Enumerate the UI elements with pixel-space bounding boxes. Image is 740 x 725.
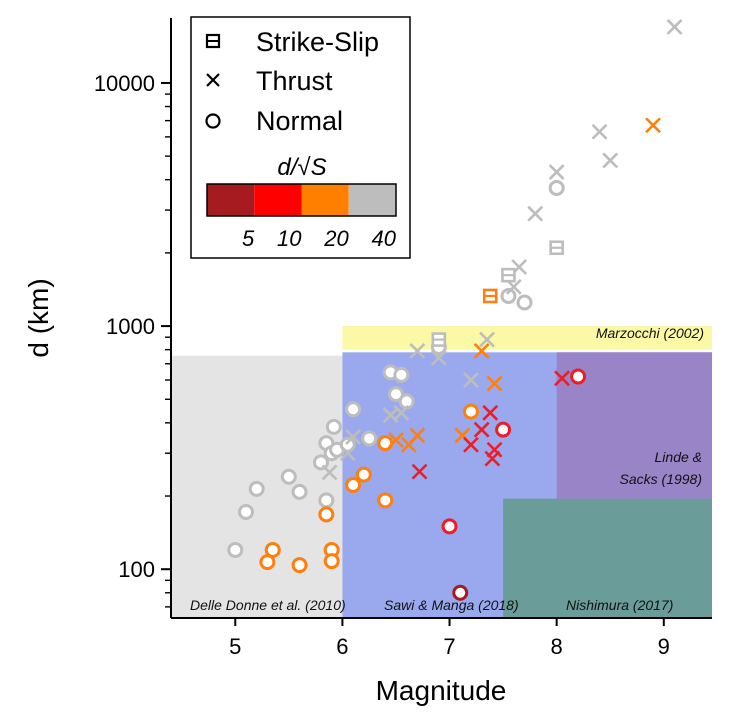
data-point-thrust xyxy=(482,404,499,421)
data-point-thrust xyxy=(479,331,495,348)
colorbar-swatch xyxy=(254,184,302,216)
data-point-thrust xyxy=(666,19,683,35)
x-ticks-layer: 5 6 7 8 9 xyxy=(229,618,670,659)
x-tick-label: 5 xyxy=(229,634,241,659)
colorbar-swatch xyxy=(301,184,349,216)
data-point-normal xyxy=(291,483,308,500)
data-point-normal xyxy=(355,466,372,483)
data-point-normal xyxy=(237,503,254,520)
colorbar-swatch xyxy=(348,184,396,216)
data-point-normal xyxy=(570,368,587,385)
legend-label-normal: Normal xyxy=(256,106,343,136)
data-point-normal xyxy=(339,436,356,453)
data-point-thrust xyxy=(339,445,356,462)
data-point-thrust xyxy=(473,343,490,359)
data-point-thrust xyxy=(345,429,362,445)
data-point-normal xyxy=(495,421,512,438)
data-point-normal xyxy=(462,403,479,420)
x-tick-label: 6 xyxy=(336,634,348,659)
data-point-thrust xyxy=(409,343,426,359)
legend-circle-icon xyxy=(205,113,221,129)
region-label-sawi-manga: Sawi & Manga (2018) xyxy=(384,597,519,613)
data-point-thrust xyxy=(602,152,619,169)
legend-square-icon xyxy=(205,33,221,49)
data-point-normal xyxy=(325,418,342,435)
y-tick-label: 10000 xyxy=(94,71,155,96)
region-label-delle-donne: Delle Donne et al. (2010) xyxy=(190,597,346,613)
data-point-thrust xyxy=(463,372,479,388)
data-point-normal xyxy=(441,518,458,535)
axes-layer xyxy=(170,18,712,619)
data-point-thrust xyxy=(473,421,490,438)
data-point-normal xyxy=(393,366,410,383)
legend-label-strike-slip: Strike-Slip xyxy=(256,27,379,57)
region-labels-layer: Delle Donne et al. (2010) Sawi & Manga (… xyxy=(190,325,704,613)
colorbar-tick-label: 5 xyxy=(242,226,255,251)
data-point-normal xyxy=(318,492,335,509)
data-point-thrust xyxy=(388,432,404,448)
region-4 xyxy=(503,498,712,618)
colorbar-title: d/√S xyxy=(277,154,326,181)
data-point-thrust xyxy=(548,164,565,180)
x-tick-label: 7 xyxy=(443,634,455,659)
data-point-strike-slip xyxy=(431,332,447,347)
y-axis-title: d (km) xyxy=(23,278,54,357)
regions-layer xyxy=(171,326,712,618)
data-point-thrust xyxy=(411,463,428,480)
legend-label-thrust: Thrust xyxy=(256,66,333,96)
legend-cross-icon xyxy=(206,73,220,87)
region-label-linde-line2: Sacks (1998) xyxy=(620,471,702,487)
legend-box xyxy=(190,16,411,259)
data-point-thrust xyxy=(430,349,447,366)
data-point-normal xyxy=(280,468,297,485)
points-layer xyxy=(227,19,683,601)
data-point-normal xyxy=(387,386,404,403)
data-point-normal xyxy=(345,477,362,494)
data-point-thrust xyxy=(591,123,608,140)
colorbar xyxy=(206,183,397,217)
x-axis-title: Magnitude xyxy=(376,675,507,706)
data-point-normal xyxy=(452,584,469,601)
y-tick-label: 1000 xyxy=(106,314,155,339)
data-point-normal xyxy=(323,553,340,570)
data-point-thrust xyxy=(409,427,426,444)
data-point-normal xyxy=(318,506,335,523)
data-point-thrust xyxy=(486,375,503,392)
region-label-marzocchi: Marzocchi (2002) xyxy=(596,325,704,341)
data-point-thrust xyxy=(484,450,501,467)
x-tick-label: 8 xyxy=(551,634,563,659)
y-tick-label: 100 xyxy=(118,557,155,582)
data-point-thrust xyxy=(554,370,570,387)
data-point-normal xyxy=(264,541,281,558)
y-ticks-layer: 100 1000 10000 xyxy=(94,71,171,608)
colorbar-tick-label: 40 xyxy=(372,226,397,251)
data-point-normal xyxy=(500,287,517,304)
region-label-nishimura: Nishimura (2017) xyxy=(566,597,673,613)
data-point-thrust xyxy=(321,464,338,481)
data-point-strike-slip xyxy=(482,288,498,304)
colorbar-swatch xyxy=(207,184,255,216)
x-tick-label: 9 xyxy=(658,634,670,659)
data-point-thrust xyxy=(645,117,661,134)
colorbar-tick-label: 10 xyxy=(277,226,302,251)
data-point-normal xyxy=(377,492,394,509)
data-point-normal xyxy=(345,401,362,418)
data-point-strike-slip xyxy=(501,267,516,283)
data-point-normal xyxy=(227,541,244,558)
data-point-normal xyxy=(548,179,565,196)
data-point-thrust xyxy=(393,404,410,421)
data-point-normal xyxy=(361,430,378,447)
region-label-linde-line1: Linde & xyxy=(655,449,702,465)
data-point-normal xyxy=(516,294,533,311)
colorbar-ticks: 5 10 20 40 xyxy=(242,226,397,251)
data-point-normal xyxy=(248,480,265,497)
colorbar-tick-label: 20 xyxy=(323,226,349,251)
data-point-thrust xyxy=(527,205,544,222)
data-point-strike-slip xyxy=(549,240,564,256)
data-point-normal xyxy=(291,557,308,574)
colorbar-border xyxy=(206,183,397,217)
legend: Strike-Slip Thrust Normal d/√S 5 10 20 40 xyxy=(190,16,411,259)
data-point-thrust xyxy=(463,436,479,453)
